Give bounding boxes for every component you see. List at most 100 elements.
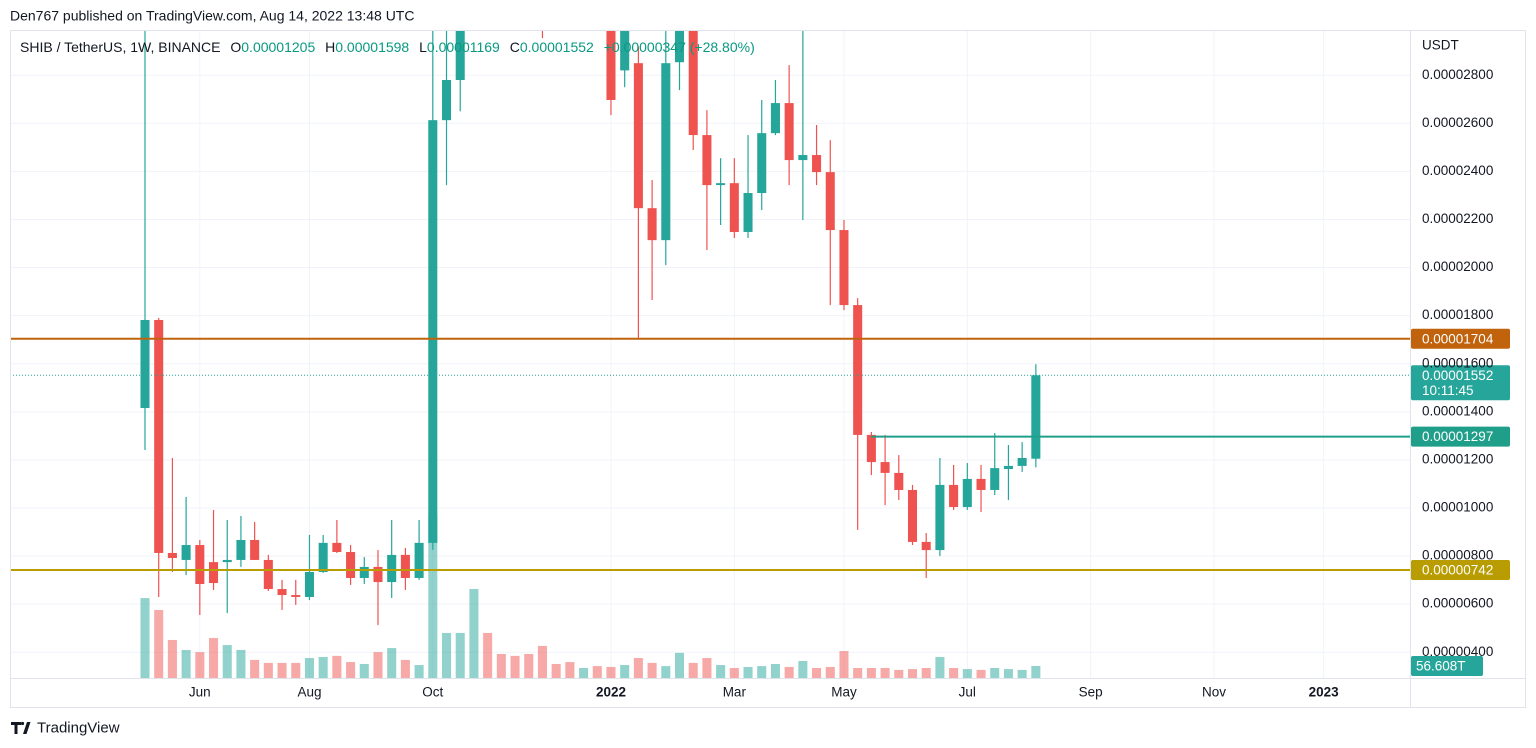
legend-value: 0.00001552 [520,39,594,55]
candle-body [633,63,643,209]
candle-body [784,103,794,161]
candle-body [812,155,822,173]
symbol: SHIB / TetherUS, 1W, BINANCE [20,39,220,55]
x-tick-label: Oct [422,685,443,700]
footer-logo: TradingView [11,719,120,736]
candle-body [606,30,616,100]
level-label-box [1411,328,1510,349]
volume-bar [825,666,835,678]
candle-body [359,566,369,578]
x-tick-label: Nov [1202,685,1226,700]
volume-bar [633,658,643,678]
volume-bar [853,668,863,678]
candle-body [291,595,301,597]
y-tick-label: 0.00002800 [1422,67,1493,82]
y-tick-label: 0.00002000 [1422,259,1493,274]
volume-bar [263,662,273,678]
y-tick-label: 0.00002600 [1422,115,1493,130]
x-tick-label: Jun [189,685,211,700]
volume-bar [318,656,328,678]
volume-bar [346,662,356,678]
x-tick-label: 2022 [596,685,626,700]
volume-bar [565,662,575,678]
volume-bar [990,668,1000,678]
volume-bar [510,655,520,678]
candle-body [387,554,397,583]
volume-bar [688,662,698,678]
y-tick-label: 0.00002200 [1422,211,1493,226]
volume-label-box [1411,655,1483,676]
volume-bar [236,649,246,678]
candle-body [976,478,986,490]
y-tick-label: 0.00001200 [1422,451,1493,466]
volume-bar [414,665,424,678]
frame-border [10,30,1526,708]
y-tick-label: 0.00000800 [1422,548,1493,563]
volume-bar [209,638,219,678]
volume-bar [483,632,493,678]
legend-label: L [419,39,427,55]
volume-bar [400,659,410,678]
candle-body [949,484,959,508]
candle-body [921,541,931,551]
volume-bar [757,666,767,678]
candle-body [743,193,753,232]
volume-bar [181,649,191,678]
x-tick-label: May [831,685,857,700]
volume-bar [387,648,397,678]
candle-body [140,319,150,408]
legend-value: 0.00001598 [335,39,409,55]
candle-body [428,120,438,543]
candle-body [1003,465,1013,470]
candle-body [318,542,328,572]
volume-bar [455,632,465,678]
candle-body [332,542,342,553]
volume-bar [441,632,452,678]
grid [10,30,1410,678]
candle-body [414,542,424,578]
candle-body [373,566,383,583]
volume-bar [976,669,986,678]
candle-body [154,319,164,553]
axes: 0.00000400 0.00000600 0.00000800 0.00001000… [189,67,1493,700]
volume-bar [537,645,547,678]
volume-bar [524,653,534,678]
legend-label: O [230,39,241,55]
candle-body [1017,457,1027,466]
candle-body [757,133,767,194]
volume-bar [579,668,589,678]
brand: TradingView [37,719,120,736]
volume-bar [1003,669,1013,678]
y-tick-label: 0.00000400 [1422,644,1493,659]
volume-bar [702,658,712,678]
candle-body [209,562,219,584]
candle-body [894,472,904,490]
candle-body [798,155,808,161]
candle-body [455,30,465,81]
volume-bar [770,663,780,678]
x-tick-label: Aug [297,685,321,700]
candle-body [661,63,671,241]
volume-bar [167,639,177,678]
volume-bar [729,668,739,678]
y-tick-label: 0.00001800 [1422,307,1493,322]
attribution: Den767 published on TradingView.com, Aug… [10,8,414,24]
volume-bar [921,668,931,678]
volume-bar [798,661,808,678]
level-label-box [1411,560,1510,581]
legend-value: 0.00001205 [241,39,315,55]
volume-bar [291,662,301,678]
volume-bar [1017,669,1027,678]
candle-body [866,434,876,463]
candle-body [181,545,191,560]
y-tick-label: 0.00000600 [1422,596,1493,611]
candle-body [236,539,246,560]
volume-bar [674,652,685,678]
volume-bar [716,665,726,678]
y-tick-label: 0.00001400 [1422,403,1493,418]
x-tick-label: Jul [959,685,976,700]
legend-label: C [510,39,520,55]
candle-body [729,183,739,232]
countdown: 10:11:45 [1422,383,1474,398]
volume-bar [469,588,479,678]
